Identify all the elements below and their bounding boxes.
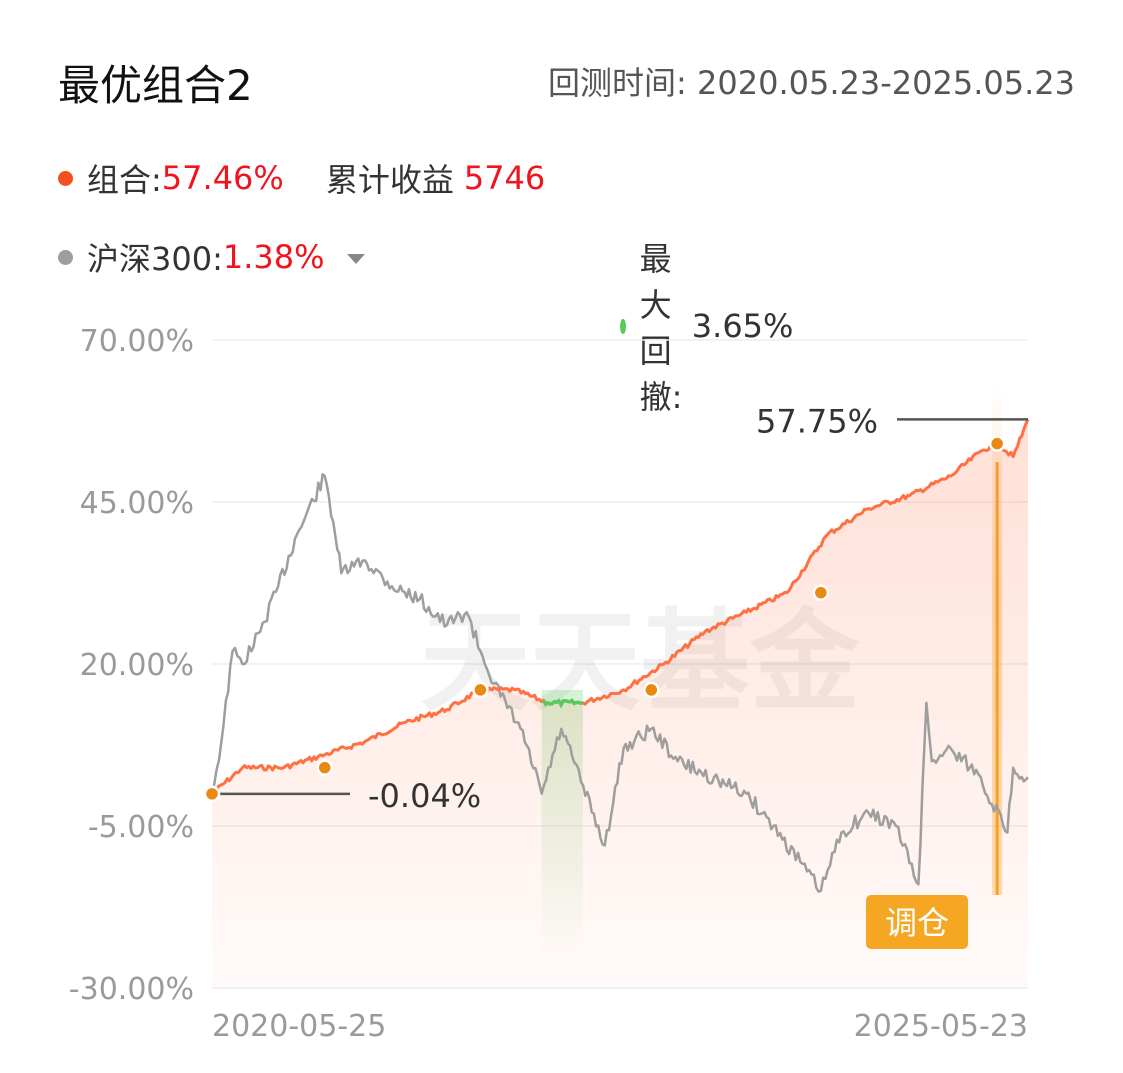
rebalance-point bbox=[472, 681, 489, 699]
legend-portfolio-row: 组合: 57.46% 累计收益 5746 bbox=[58, 155, 545, 201]
portfolio-area bbox=[212, 419, 1028, 988]
drawdown-dot-icon bbox=[620, 318, 626, 334]
benchmark-label[interactable]: 沪深300: bbox=[87, 240, 223, 278]
start-value-label: -0.04% bbox=[368, 777, 481, 815]
max-drawdown-value: 3.65% bbox=[691, 307, 794, 345]
page-title: 最优组合2 bbox=[58, 61, 253, 110]
portfolio-value: 57.46% bbox=[161, 159, 284, 197]
portfolio-label: 组合: bbox=[87, 161, 162, 199]
y-axis: 70.00% 45.00% 20.00% -5.00% -30.00% bbox=[69, 324, 194, 1007]
rebalance-point bbox=[988, 435, 1006, 452]
cum-return-label: 累计收益 bbox=[325, 161, 454, 199]
rebalance-points bbox=[203, 435, 1006, 803]
x-tick-label: 2025-05-23 bbox=[854, 1009, 1028, 1044]
y-tick-label: 20.00% bbox=[80, 648, 194, 683]
drawdown-segment bbox=[541, 698, 584, 709]
rebalance-point bbox=[203, 785, 221, 803]
x-axis: 2020-05-25 2025-05-23 bbox=[212, 1009, 1028, 1044]
rebalance-badge-label: 调仓 bbox=[885, 904, 949, 942]
annotations: 调仓 57.75% -0.04% bbox=[212, 402, 1028, 949]
benchmark-dot-icon bbox=[58, 249, 73, 265]
legend-benchmark-row: 沪深300: 1.38% 最大回撤: 3.65% bbox=[58, 234, 793, 416]
rebalance-point bbox=[812, 584, 830, 601]
chevron-down-icon[interactable] bbox=[346, 254, 365, 264]
portfolio-line bbox=[210, 418, 1030, 796]
benchmark-line bbox=[210, 472, 1029, 893]
max-value-label: 57.75% bbox=[756, 402, 878, 440]
benchmark-value: 1.38% bbox=[222, 238, 325, 276]
rebalance-point bbox=[316, 759, 333, 776]
y-tick-label: 70.00% bbox=[80, 324, 194, 359]
max-drawdown-label: 最大回撤: bbox=[639, 240, 683, 416]
portfolio-dot-icon bbox=[58, 170, 73, 186]
y-tick-label: 45.00% bbox=[80, 486, 194, 521]
backtest-range-label: 回测时间: bbox=[548, 64, 687, 102]
y-tick-label: -5.00% bbox=[88, 810, 194, 845]
max-drawdown-legend: 最大回撤: 3.65% bbox=[620, 234, 793, 418]
backtest-range-value: 2020.05.23-2025.05.23 bbox=[697, 64, 1075, 102]
rebalance-badge bbox=[866, 895, 968, 949]
y-tick-label: -30.00% bbox=[69, 972, 194, 1007]
cum-return-value: 5746 bbox=[463, 159, 546, 197]
backtest-range: 回测时间: 2020.05.23-2025.05.23 bbox=[548, 58, 1075, 104]
rebalance-point bbox=[643, 681, 660, 699]
series-layer bbox=[210, 418, 1030, 988]
x-tick-label: 2020-05-25 bbox=[212, 1009, 386, 1044]
